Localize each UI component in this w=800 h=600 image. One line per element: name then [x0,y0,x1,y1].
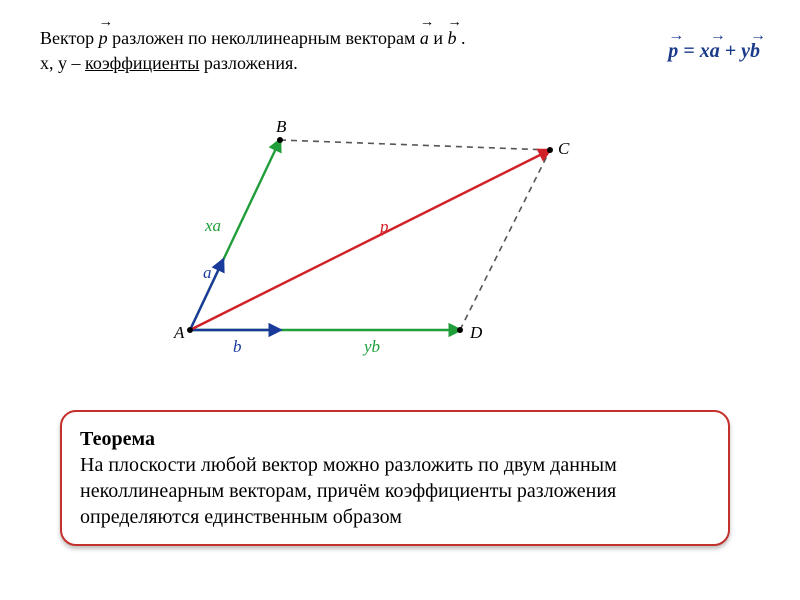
formula-vec-p: →p [668,40,678,63]
formula-eq: = [683,40,699,62]
svg-text:a⃗: a⃗ [203,263,225,282]
svg-text:yb⃗: yb⃗ [362,337,393,356]
formula-vec-a: →a [710,40,720,63]
decomposition-statement: Вектор →p разложен по неколлинеарным век… [40,26,466,76]
vector-p: →p [99,26,108,51]
svg-text:B: B [276,117,287,136]
text-and: и [433,28,447,48]
line2-underlined: коэффициенты [85,53,199,73]
text-mid: разложен по неколлинеарным векторам [112,28,420,48]
svg-text:xa⃗: xa⃗ [204,216,234,235]
decomposition-formula: →p = x→a + y→b [668,40,760,63]
svg-text:b⃗: b⃗ [233,337,255,356]
vector-b: →b [448,26,457,51]
theorem-title: Теорема [80,428,155,450]
svg-text:p⃗: p⃗ [379,217,402,236]
diagram-svg: A B C Dxa⃗ yb⃗ a⃗ b⃗ p⃗ [150,120,610,370]
formula-vec-b: →b [750,40,760,63]
decomposition-line1: Вектор →p разложен по неколлинеарным век… [40,26,466,51]
formula-y: y [741,40,750,62]
svg-text:D: D [469,323,483,342]
theorem-body: На плоскости любой вектор можно разложит… [80,454,617,528]
decomposition-line2: x, y – коэффициенты разложения. [40,51,466,76]
vector-parallelogram-diagram: A B C Dxa⃗ yb⃗ a⃗ b⃗ p⃗ [150,120,610,375]
text-end: . [461,28,466,48]
formula-plus: + [725,40,741,62]
svg-text:C: C [558,139,570,158]
line2-post: разложения. [199,53,297,73]
formula-x: x [700,40,710,62]
line2-pre: x, y – [40,53,85,73]
vector-a: →a [420,26,429,51]
theorem-box: Теорема На плоскости любой вектор можно … [60,410,730,546]
text-pre: Вектор [40,28,99,48]
svg-text:A: A [173,323,185,342]
